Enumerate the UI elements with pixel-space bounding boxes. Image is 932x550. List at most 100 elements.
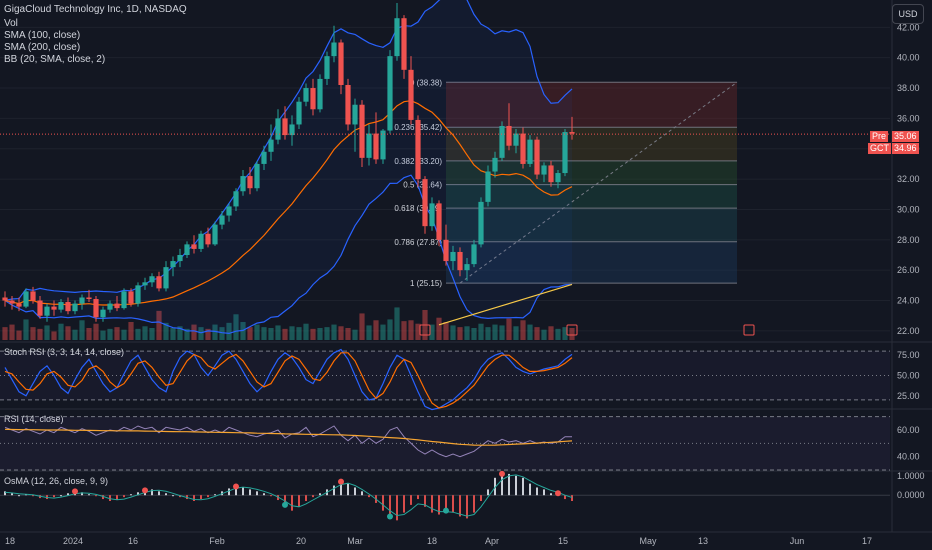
osma-histogram-bar — [361, 491, 363, 496]
volume-bar — [2, 327, 8, 340]
stoch-rsi-label: Stoch RSI (3, 3, 14, 14, close) — [4, 347, 124, 357]
indicator-bollinger[interactable]: BB (20, SMA, close, 2) — [4, 54, 106, 65]
indicator-sma-100[interactable]: SMA (100, close) — [4, 30, 81, 41]
time-axis-tick: 17 — [862, 536, 872, 546]
volume-bar — [121, 329, 127, 340]
osma-histogram-bar — [4, 491, 6, 496]
indicator-vol[interactable]: Vol — [4, 18, 18, 29]
osma-cross-dot — [282, 501, 288, 508]
osma-histogram-bar — [207, 495, 209, 498]
osma-histogram-bar — [410, 495, 412, 505]
osma-histogram-bar — [179, 495, 181, 498]
candle-body — [268, 139, 274, 152]
osma-histogram-bar — [298, 495, 300, 507]
price-axis-tick: 22.00 — [897, 326, 920, 336]
volume-bar — [9, 324, 15, 340]
osma-histogram-bar — [305, 495, 307, 501]
volume-bar — [513, 326, 519, 340]
candle-body — [471, 244, 477, 265]
rsi-label: RSI (14, close) — [4, 414, 64, 424]
osma-histogram-bar — [354, 487, 356, 496]
osma-cross-dot — [499, 470, 505, 477]
candle-body — [226, 206, 232, 216]
volume-bar — [289, 326, 295, 340]
osma-histogram-bar — [67, 493, 69, 496]
osma-histogram-bar — [403, 495, 405, 513]
volume-bar — [191, 324, 197, 340]
osma-histogram-bar — [487, 489, 489, 496]
stoch-axis-tick: 50.00 — [897, 371, 920, 381]
volume-bar — [373, 320, 379, 340]
volume-bar — [37, 328, 43, 340]
volume-bar — [219, 327, 225, 340]
volume-bar — [261, 327, 267, 340]
osma-histogram-bar — [256, 491, 258, 496]
osma-histogram-bar — [95, 495, 97, 497]
candle-body — [254, 163, 260, 189]
candle-body — [331, 42, 337, 57]
volume-bar — [562, 327, 568, 340]
osma-histogram-bar — [431, 495, 433, 513]
rsi-ma-line — [4, 428, 573, 446]
osma-signal-line — [4, 474, 573, 517]
volume-bar — [303, 323, 309, 340]
osma-histogram-bar — [466, 495, 468, 519]
candle-body — [261, 151, 267, 164]
candle-body — [443, 239, 449, 262]
candle-body — [485, 171, 491, 202]
volume-bar — [93, 323, 99, 340]
osma-histogram-bar — [382, 495, 384, 511]
candle-body — [345, 85, 351, 125]
candle-body — [520, 133, 526, 164]
volume-bar — [135, 328, 141, 340]
osma-histogram-bar — [88, 494, 90, 496]
fib-zone — [446, 208, 737, 242]
osma-histogram-bar — [263, 493, 265, 496]
osma-histogram-bar — [564, 495, 566, 500]
volume-bar — [142, 326, 148, 340]
candle-body — [387, 56, 393, 131]
volume-bar — [282, 328, 288, 340]
indicator-sma-200[interactable]: SMA (200, close) — [4, 42, 81, 53]
candle-body — [408, 69, 414, 120]
bollinger-fill — [5, 0, 572, 334]
volume-bar — [520, 320, 526, 340]
osma-histogram-bar — [417, 495, 419, 500]
symbol-title[interactable]: GigaCloud Technology Inc, 1D, NASDAQ — [4, 4, 187, 15]
osma-cross-dot — [555, 490, 561, 497]
candle-body — [163, 267, 169, 289]
osma-histogram-bar — [515, 475, 517, 496]
candle-body — [177, 255, 183, 262]
volume-bar — [478, 323, 484, 340]
volume-bar — [394, 307, 400, 340]
volume-bar — [72, 329, 78, 340]
candle-body — [23, 291, 29, 307]
candle-body — [569, 132, 575, 134]
volume-bar — [268, 328, 274, 340]
price-axis-tick: 26.00 — [897, 265, 920, 275]
osma-histogram-bar — [508, 473, 510, 496]
volume-bar — [100, 330, 106, 340]
osma-histogram-bar — [473, 495, 475, 513]
volume-bar — [51, 331, 57, 340]
volume-bar — [506, 318, 512, 340]
candle-body — [93, 299, 99, 318]
currency-button[interactable]: USD — [892, 4, 924, 24]
volume-bar — [226, 322, 232, 340]
candle-body — [275, 118, 281, 140]
osma-histogram-bar — [172, 495, 174, 497]
candle-body — [303, 88, 309, 102]
fib-level-label: 1 (25.15) — [410, 279, 442, 288]
candle-body — [422, 179, 428, 227]
volume-bar — [366, 325, 372, 340]
candle-body — [51, 306, 57, 310]
candle-body — [450, 251, 456, 262]
volume-bar — [205, 328, 211, 340]
candle-body — [457, 251, 463, 271]
osma-histogram-bar — [137, 492, 139, 496]
price-axis-tick: 32.00 — [897, 174, 920, 184]
time-axis-tick: Mar — [347, 536, 363, 546]
volume-bar — [149, 328, 155, 340]
stoch-axis-tick: 75.00 — [897, 350, 920, 360]
